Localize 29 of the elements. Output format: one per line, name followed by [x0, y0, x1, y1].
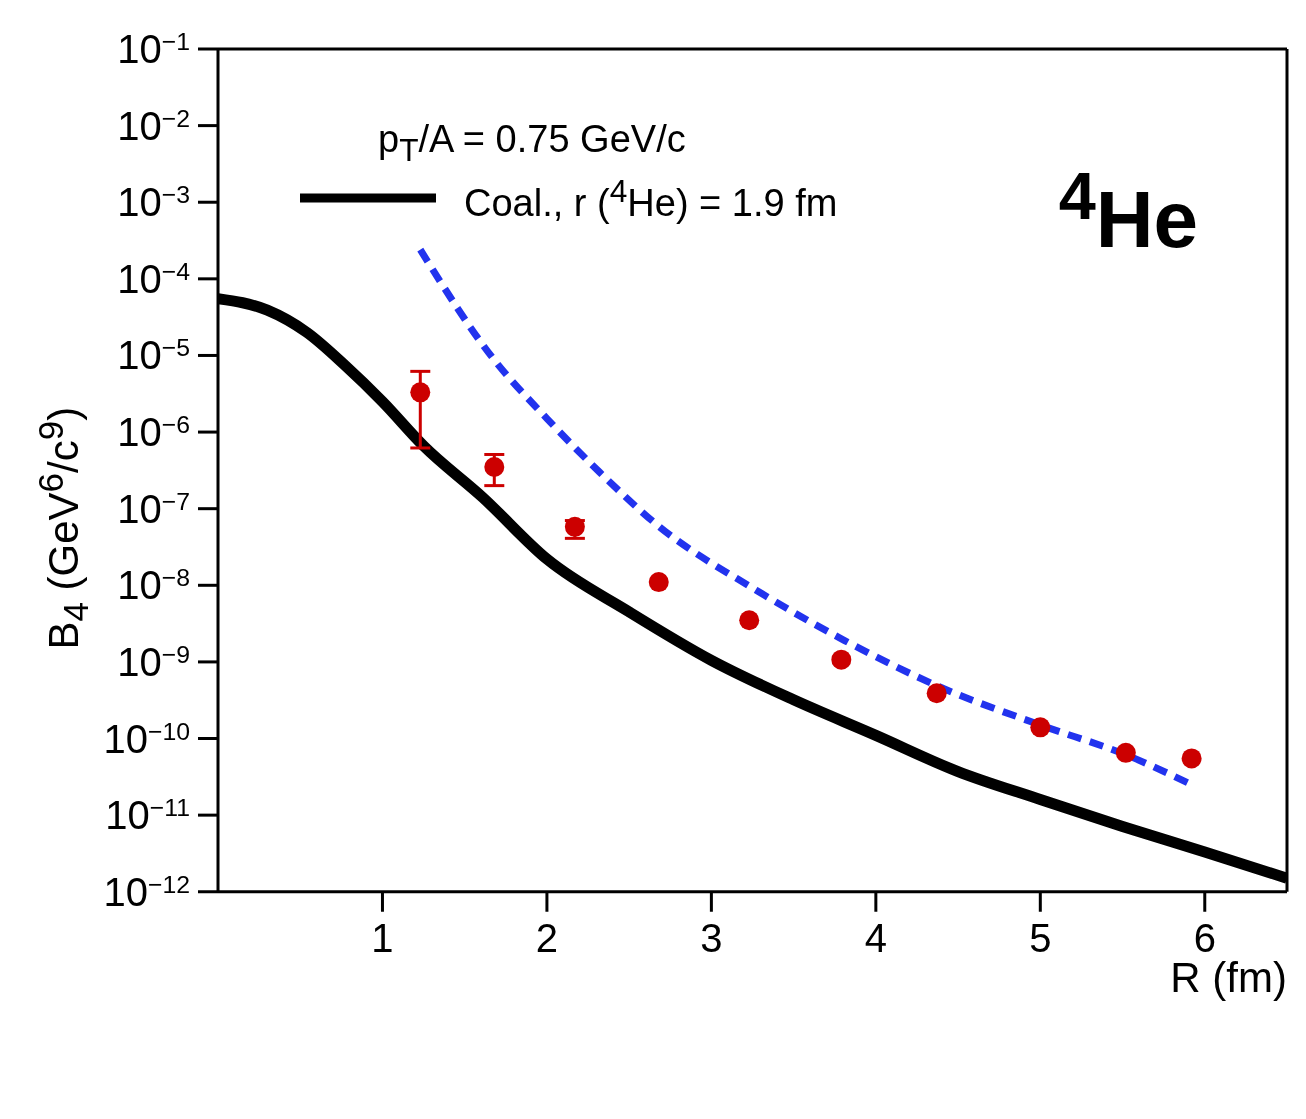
y-tick-label: 10$^{−4}$ [117, 256, 191, 301]
point [648, 572, 669, 593]
annotation: $^{4}$He [1058, 158, 1198, 266]
y-tick-label: 10$^{−5}$ [117, 333, 190, 378]
legend-title: p$_{T}$/A = 0.75 GeV/c [378, 118, 687, 169]
point [739, 610, 760, 631]
point [410, 382, 431, 403]
x-tick-label: 5 [1029, 915, 1052, 960]
y-tick-label: 10$^{−8}$ [117, 563, 190, 608]
x-tick-label: 1 [371, 915, 394, 960]
point [831, 649, 852, 670]
y-tick-label: 10$^{−6}$ [117, 410, 190, 455]
y-tick-label: 10$^{−12}$ [103, 869, 190, 914]
y-tick-label: 10$^{−2}$ [117, 103, 190, 148]
x-tick-label: 2 [535, 915, 559, 960]
point [1115, 742, 1136, 763]
y-tick-label: 10$^{−1}$ [117, 27, 190, 71]
x-tick-label: 4 [864, 915, 887, 960]
x-tick-label: 3 [700, 915, 723, 960]
y-tick-label: 10$^{−3}$ [117, 180, 190, 225]
point [926, 683, 947, 704]
point [484, 457, 505, 477]
y-tick-label: 10$^{−10}$ [103, 716, 190, 761]
point [1181, 748, 1202, 769]
legend-label: Coal., r ($^{4}$He) = 1.9 fm [464, 172, 838, 225]
y-tick-label: 10$^{−11}$ [105, 793, 190, 838]
point [1030, 717, 1051, 738]
y-tick-label: 10$^{−7}$ [117, 486, 190, 531]
y-tick-label: 10$^{−9}$ [117, 639, 190, 684]
